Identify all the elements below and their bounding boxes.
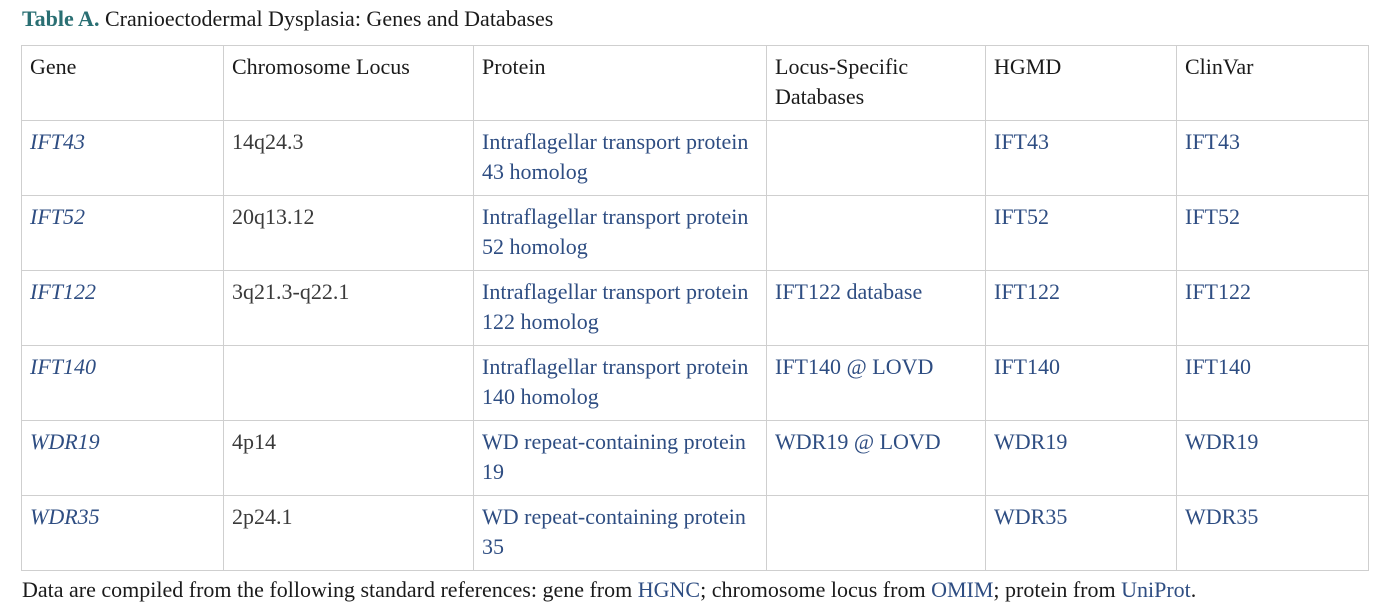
hgmd-link[interactable]: IFT140	[985, 345, 1177, 421]
locus-specific-database-link	[766, 495, 986, 571]
hgmd-link[interactable]: WDR35	[985, 495, 1177, 571]
chromosome-locus: 14q24.3	[223, 120, 474, 196]
locus-specific-database-link	[766, 120, 986, 196]
chromosome-locus: 20q13.12	[223, 195, 474, 271]
footnote-text: ; protein from	[993, 577, 1122, 602]
protein-link[interactable]: Intraflagellar transport protein 140 hom…	[473, 345, 767, 421]
header-locus-specific-databases: Locus-Specific Databases	[766, 45, 986, 121]
clinvar-link[interactable]: WDR35	[1176, 495, 1369, 571]
header-hgmd: HGMD	[985, 45, 1177, 121]
table-header-row: Gene Chromosome Locus Protein Locus-Spec…	[21, 45, 1369, 121]
table-label: Table A.	[22, 6, 100, 31]
table-title: Cranioectodermal Dysplasia: Genes and Da…	[104, 6, 554, 31]
clinvar-link[interactable]: IFT43	[1176, 120, 1369, 196]
header-gene: Gene	[21, 45, 224, 121]
locus-specific-database-link[interactable]: IFT140 @ LOVD	[766, 345, 986, 421]
chromosome-locus: 4p14	[223, 420, 474, 496]
gene-link[interactable]: IFT140	[21, 345, 224, 421]
table-row: IFT52 20q13.12 Intraflagellar transport …	[21, 195, 1369, 271]
uniprot-link[interactable]: UniProt	[1121, 577, 1191, 602]
table-caption: Table A. Cranioectodermal Dysplasia: Gen…	[22, 4, 553, 34]
gene-link[interactable]: IFT122	[21, 270, 224, 346]
hgmd-link[interactable]: IFT43	[985, 120, 1177, 196]
clinvar-link[interactable]: WDR19	[1176, 420, 1369, 496]
protein-link[interactable]: Intraflagellar transport protein 122 hom…	[473, 270, 767, 346]
gene-link[interactable]: WDR35	[21, 495, 224, 571]
protein-link[interactable]: WD repeat-containing protein 35	[473, 495, 767, 571]
hgmd-link[interactable]: IFT122	[985, 270, 1177, 346]
locus-specific-database-link[interactable]: WDR19 @ LOVD	[766, 420, 986, 496]
locus-specific-database-link	[766, 195, 986, 271]
clinvar-link[interactable]: IFT122	[1176, 270, 1369, 346]
gene-link[interactable]: IFT52	[21, 195, 224, 271]
clinvar-link[interactable]: IFT52	[1176, 195, 1369, 271]
gene-link[interactable]: IFT43	[21, 120, 224, 196]
table-row: IFT140 Intraflagellar transport protein …	[21, 345, 1369, 421]
hgmd-link[interactable]: WDR19	[985, 420, 1177, 496]
protein-link[interactable]: Intraflagellar transport protein 52 homo…	[473, 195, 767, 271]
table-row: IFT122 3q21.3-q22.1 Intraflagellar trans…	[21, 270, 1369, 346]
footnote-text: Data are compiled from the following sta…	[22, 577, 638, 602]
footnote-text: .	[1190, 577, 1197, 602]
genes-table: Gene Chromosome Locus Protein Locus-Spec…	[21, 45, 1369, 571]
table-row: WDR19 4p14 WD repeat-containing protein …	[21, 420, 1369, 496]
header-clinvar: ClinVar	[1176, 45, 1369, 121]
chromosome-locus	[223, 345, 474, 421]
protein-link[interactable]: Intraflagellar transport protein 43 homo…	[473, 120, 767, 196]
clinvar-link[interactable]: IFT140	[1176, 345, 1369, 421]
table-row: WDR35 2p24.1 WD repeat-containing protei…	[21, 495, 1369, 571]
chromosome-locus: 3q21.3-q22.1	[223, 270, 474, 346]
hgmd-link[interactable]: IFT52	[985, 195, 1177, 271]
gene-link[interactable]: WDR19	[21, 420, 224, 496]
table-row: IFT43 14q24.3 Intraflagellar transport p…	[21, 120, 1369, 196]
omim-link[interactable]: OMIM	[931, 577, 994, 602]
header-chromosome-locus: Chromosome Locus	[223, 45, 474, 121]
footnote-text: ; chromosome locus from	[700, 577, 932, 602]
header-protein: Protein	[473, 45, 767, 121]
hgnc-link[interactable]: HGNC	[637, 577, 701, 602]
table-footnote: Data are compiled from the following sta…	[22, 575, 1196, 605]
chromosome-locus: 2p24.1	[223, 495, 474, 571]
protein-link[interactable]: WD repeat-containing protein 19	[473, 420, 767, 496]
locus-specific-database-link[interactable]: IFT122 database	[766, 270, 986, 346]
